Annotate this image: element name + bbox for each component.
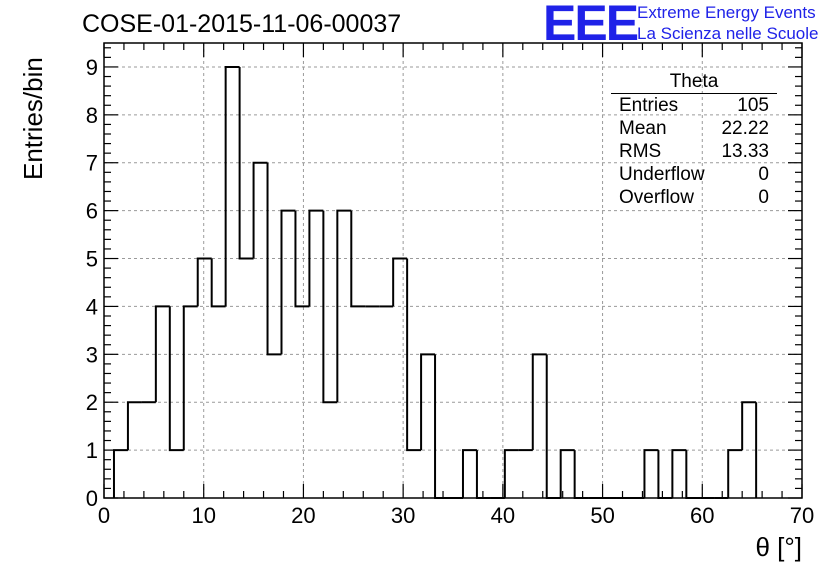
stats-value: 22.22	[721, 118, 769, 139]
y-tick-label: 0	[86, 486, 98, 511]
histogram-bin	[671, 449, 687, 498]
histogram-bin	[224, 65, 240, 307]
axes	[103, 42, 803, 499]
histogram-bars	[112, 65, 758, 499]
x-tick-label: 60	[690, 503, 714, 528]
y-tick-label: 5	[86, 247, 98, 272]
histogram-bin	[196, 257, 212, 307]
eee-logo: EEE	[543, 0, 639, 51]
stats-row-underflow: Underflow 0	[611, 163, 777, 186]
histogram-bin	[559, 449, 575, 498]
histogram-bin	[252, 161, 268, 259]
stats-label: RMS	[619, 141, 662, 162]
stats-label: Entries	[619, 95, 679, 116]
x-tick-label: 30	[391, 503, 415, 528]
histogram-bin	[280, 209, 296, 355]
histogram-bin	[475, 450, 491, 499]
x-tick-label: 40	[491, 503, 515, 528]
stats-label: Underflow	[619, 164, 705, 185]
y-tick-label: 2	[86, 390, 98, 415]
histogram-bin	[461, 449, 477, 498]
histogram-bin	[643, 449, 659, 498]
y-axis-label: Entries/bin	[18, 57, 48, 180]
histogram-bin	[182, 305, 198, 451]
histogram-bin	[727, 449, 743, 498]
plot-frame	[103, 42, 803, 499]
x-tick-label: 50	[590, 503, 614, 528]
histogram-bin	[685, 450, 701, 499]
logo-line-1: Extreme Energy Events	[637, 3, 816, 22]
stats-row-entries: Entries 105	[611, 94, 777, 117]
x-tick-label: 70	[790, 503, 814, 528]
y-tick-label: 6	[86, 199, 98, 224]
histogram-bin	[308, 209, 324, 307]
y-tick-label: 4	[86, 294, 98, 319]
stats-label: Overflow	[619, 187, 694, 208]
histogram-bin	[238, 66, 254, 260]
x-axis-label: θ [°]	[755, 532, 802, 562]
histogram-bin	[154, 305, 170, 403]
logo-line-2: La Scienza nelle Scuole	[637, 24, 819, 43]
y-tick-label: 3	[86, 342, 98, 367]
histogram-bin	[741, 401, 757, 451]
histogram-bin	[112, 449, 128, 498]
stats-value: 0	[758, 187, 769, 208]
stats-box: Theta Entries 105 Mean 22.22 RMS 13.33 U…	[611, 71, 777, 209]
histogram-bin	[210, 258, 226, 308]
histogram-bin	[350, 210, 366, 308]
stats-row-overflow: Overflow 0	[611, 186, 777, 209]
histogram-bin	[322, 210, 338, 404]
stats-value: 13.33	[721, 141, 769, 162]
stats-value: 105	[737, 95, 769, 116]
ticks: 0 10 20 30 40 50 60 70 0 1 2 3 4 5 6 7 8 9	[86, 43, 814, 528]
y-tick-label: 7	[86, 151, 98, 176]
histogram-bin	[336, 209, 352, 403]
histogram-bin	[573, 450, 589, 499]
y-tick-label: 8	[86, 103, 98, 128]
stats-row-mean: Mean 22.22	[611, 117, 777, 140]
histogram-bin	[168, 306, 184, 452]
histogram-bin	[294, 210, 310, 308]
histogram-bin	[531, 353, 547, 451]
histogram-bin	[657, 450, 673, 499]
y-tick-label: 1	[86, 438, 98, 463]
y-tick-label: 9	[86, 55, 98, 80]
histogram-bin	[392, 257, 408, 307]
histogram-bin	[406, 258, 422, 452]
stats-title: Theta	[611, 71, 777, 94]
histogram-bin	[266, 162, 282, 356]
histogram-bin	[126, 401, 142, 451]
histogram-bin	[434, 354, 450, 499]
stats-row-rms: RMS 13.33	[611, 140, 777, 163]
stats-value: 0	[758, 164, 769, 185]
chart-title: COSE-01-2015-11-06-00037	[82, 10, 402, 38]
histogram-bin	[503, 449, 519, 498]
histogram-bin	[545, 354, 561, 499]
stats-label: Mean	[619, 118, 667, 139]
x-tick-label: 10	[191, 503, 215, 528]
x-tick-label: 0	[98, 503, 110, 528]
x-tick-label: 20	[291, 503, 315, 528]
histogram-bin	[420, 353, 436, 451]
